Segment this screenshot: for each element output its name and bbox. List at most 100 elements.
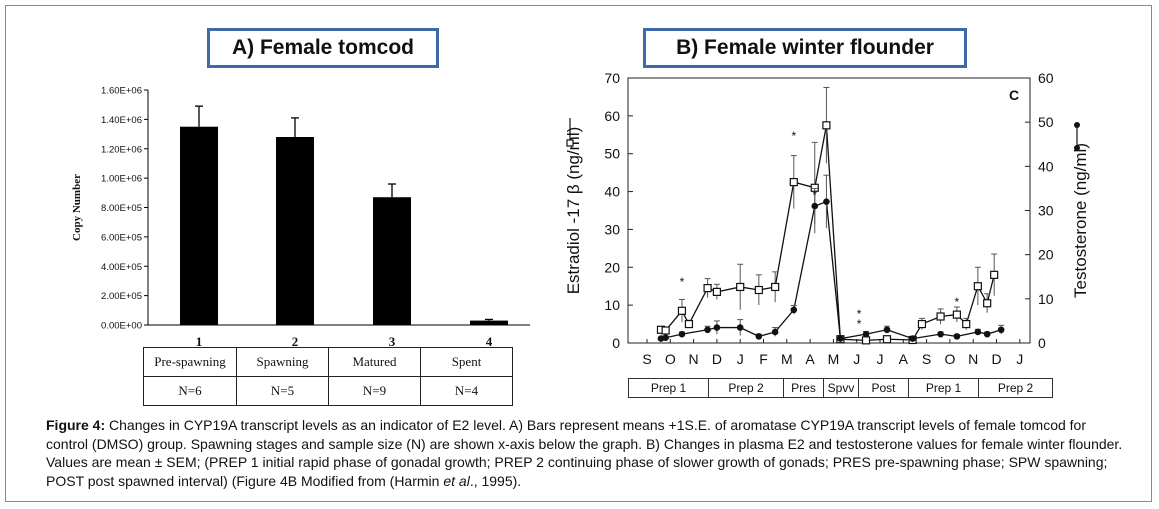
legend-estradiol-marker: [566, 139, 574, 147]
figure-caption: Figure 4: Changes in CYP19A transcript l…: [46, 416, 1131, 490]
estradiol-point: [822, 121, 831, 130]
left-y-axis-title: Estradiol -17 β (ng/ml): [564, 127, 583, 295]
x-tick-label: J: [1016, 351, 1023, 367]
testosterone-point: [823, 198, 830, 205]
x-tick-label: D: [991, 351, 1001, 367]
right-y-tick-label: 0: [1038, 335, 1046, 351]
x-tick-label: M: [781, 351, 793, 367]
testosterone-point: [974, 328, 982, 336]
y-tick-label: 6.00E+05: [101, 232, 142, 243]
right-y-tick-label: 40: [1038, 158, 1054, 174]
y-tick-label: 1.00E+06: [101, 174, 142, 185]
x-tick-label: N: [689, 351, 699, 367]
right-y-tick-label: 10: [1038, 291, 1054, 307]
testosterone-point: [883, 326, 891, 334]
estradiol-point: [754, 285, 763, 295]
significance-asterisk: *: [955, 295, 960, 309]
legend-testosterone-marker: [1074, 122, 1080, 128]
testosterone-point: [862, 330, 870, 338]
x-tick-label: 1: [196, 334, 203, 349]
y-axis-title: Copy Number: [71, 174, 83, 241]
testosterone-point: [662, 334, 669, 342]
sample-size-cell: N=9: [328, 376, 421, 406]
estradiol-point: [684, 319, 694, 329]
legend-testosterone-marker: [1074, 145, 1080, 151]
stage-cell: Pre-spawning: [143, 347, 237, 377]
sample-size-cell: N=6: [143, 376, 237, 406]
testosterone-point: [937, 330, 944, 338]
estradiol-point: [736, 282, 745, 292]
estradiol-point: [882, 335, 892, 344]
x-tick-label: S: [642, 351, 651, 367]
x-tick-label: 2: [292, 334, 299, 349]
left-y-tick-label: 50: [604, 146, 620, 162]
testosterone-point: [713, 324, 721, 331]
x-tick-label: A: [805, 351, 815, 367]
left-y-tick-label: 40: [604, 184, 620, 200]
estradiol-point: [973, 282, 982, 291]
bar: [180, 126, 218, 325]
testosterone-point: [704, 326, 711, 334]
right-y-tick-label: 20: [1038, 247, 1054, 263]
panel-b-title: B) Female winter flounder: [643, 28, 967, 68]
estradiol-point: [990, 270, 999, 279]
stage-cell: Spawning: [236, 347, 329, 377]
testosterone-point: [909, 335, 916, 342]
phase-label: Prep 2: [709, 379, 784, 397]
plot-frame: [627, 77, 1031, 344]
testosterone-point: [997, 326, 1005, 334]
estradiol-point: [936, 312, 945, 321]
testosterone-point: [736, 324, 744, 331]
phase-label: Prep 1: [629, 379, 709, 397]
x-tick-label: S: [922, 351, 931, 367]
x-tick-label: D: [712, 351, 722, 367]
caption-etal: et al: [443, 472, 470, 489]
estradiol-point: [861, 336, 871, 345]
stage-cell: Spent: [420, 347, 513, 377]
significance-asterisk: *: [857, 307, 862, 321]
estradiol-point: [661, 326, 670, 335]
phase-label: Spvv: [824, 379, 859, 397]
estradiol-point: [771, 282, 780, 292]
caption-label: Figure 4:: [46, 417, 106, 433]
phase-label: Prep 2: [997, 381, 1034, 395]
estradiol-point: [677, 306, 687, 315]
significance-asterisk: *: [791, 129, 796, 143]
tomcod-bar-chart: 0.00E+00 2.00E+05 4.00E+05 6.00E+05 8.00E+05…: [71, 86, 530, 349]
stage-table: Pre-spawning Spawning Matured Spent N=6 …: [143, 347, 513, 406]
stage-row: Pre-spawning Spawning Matured Spent: [143, 347, 513, 377]
phase-legend-box: Prep 1 Prep 2 Pres Spvv Post Prep 1 Prep…: [628, 378, 1053, 398]
estradiol-point: [917, 319, 927, 329]
y-tick-label: 1.60E+06: [101, 86, 142, 97]
caption-text: Changes in CYP19A transcript levels as a…: [46, 417, 1123, 489]
testosterone-series-line: [660, 200, 1002, 340]
left-y-tick-label: 70: [604, 70, 620, 86]
significance-asterisk: *: [812, 188, 817, 202]
y-tick-label: 0.00E+00: [101, 321, 142, 332]
testosterone-point: [790, 306, 798, 314]
right-y-tick-label: 50: [1038, 114, 1054, 130]
y-tick-label: 2.00E+05: [101, 291, 142, 302]
x-tick-label: A: [899, 351, 909, 367]
y-tick-label: 1.40E+06: [101, 115, 142, 126]
left-y-tick-label: 20: [604, 259, 620, 275]
testosterone-point: [755, 333, 763, 340]
bar: [276, 137, 314, 325]
panel-a-title: A) Female tomcod: [207, 28, 439, 68]
right-y-tick-label: 30: [1038, 203, 1054, 219]
sample-size-row: N=6 N=5 N=9 N=4: [143, 376, 513, 406]
sample-size-cell: N=5: [236, 376, 329, 406]
x-tick-label: 3: [389, 334, 396, 349]
left-y-tick-label: 30: [604, 221, 620, 237]
x-tick-label: F: [759, 351, 768, 367]
estradiol-point: [712, 287, 722, 296]
y-tick-label: 4.00E+05: [101, 262, 142, 273]
right-y-tick-label: 60: [1038, 70, 1054, 86]
bar: [470, 320, 508, 325]
testosterone-point: [953, 333, 961, 340]
estradiol-point: [983, 299, 992, 308]
x-tick-label: O: [665, 351, 676, 367]
bar: [373, 197, 411, 325]
estradiol-point: [952, 310, 961, 319]
testosterone-point: [811, 202, 819, 210]
